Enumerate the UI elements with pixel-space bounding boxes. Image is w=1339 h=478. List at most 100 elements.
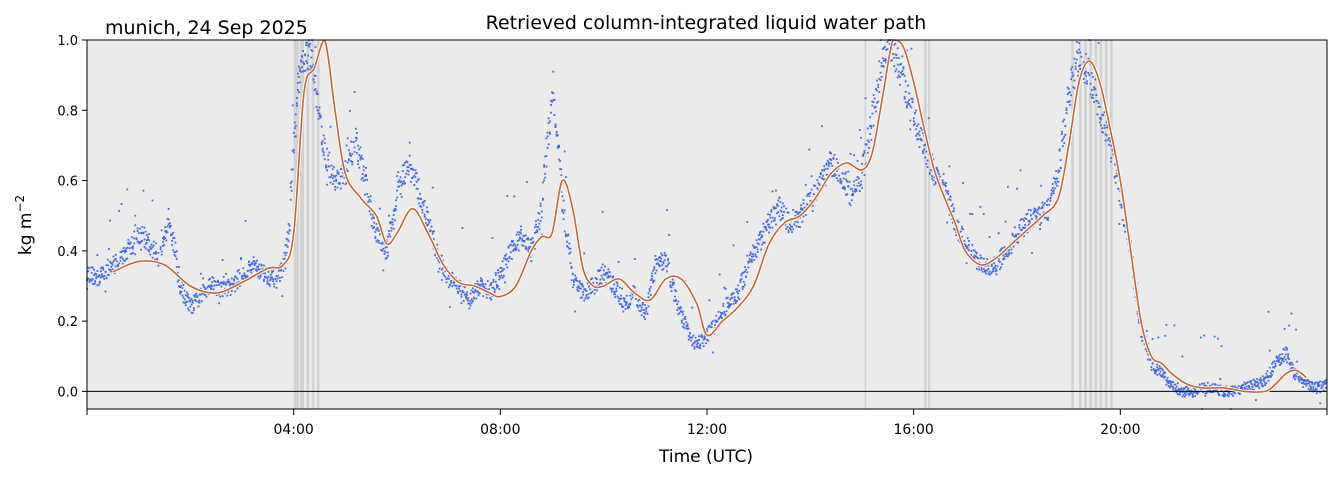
raw-point <box>558 158 560 161</box>
raw-point <box>287 223 290 225</box>
raw-point <box>163 238 165 241</box>
raw-point <box>489 297 491 299</box>
raw-point <box>994 267 997 270</box>
raw-point <box>794 214 797 217</box>
raw-point <box>490 298 493 301</box>
raw-point <box>801 207 804 210</box>
raw-point <box>703 337 706 340</box>
raw-point <box>330 173 333 176</box>
raw-point <box>183 302 186 304</box>
raw-point <box>453 284 456 286</box>
raw-point <box>329 125 332 128</box>
raw-point <box>267 283 270 285</box>
raw-point <box>968 240 970 242</box>
raw-point <box>645 307 648 309</box>
raw-point <box>689 336 691 339</box>
raw-point <box>1050 189 1053 191</box>
raw-point <box>443 274 446 277</box>
raw-point <box>1271 370 1273 372</box>
raw-point <box>445 278 448 280</box>
raw-point <box>1303 383 1305 385</box>
raw-point <box>1280 362 1283 365</box>
raw-point <box>335 174 338 177</box>
raw-point <box>319 116 322 119</box>
raw-point <box>229 285 232 288</box>
raw-point <box>442 272 444 275</box>
raw-point <box>178 279 180 281</box>
raw-point <box>391 221 394 224</box>
raw-point <box>100 276 102 279</box>
raw-point <box>323 158 326 161</box>
raw-point <box>1265 382 1268 385</box>
raw-point <box>405 172 408 175</box>
raw-point <box>656 258 659 261</box>
raw-point <box>437 259 440 262</box>
raw-point <box>159 248 162 250</box>
raw-point <box>963 240 966 242</box>
raw-point <box>1188 389 1191 392</box>
raw-point <box>627 305 629 308</box>
raw-point <box>566 240 568 243</box>
raw-point <box>521 244 524 247</box>
raw-point <box>283 252 286 254</box>
raw-point <box>1180 387 1183 390</box>
raw-point <box>326 147 328 150</box>
raw-point <box>1078 65 1080 67</box>
raw-point <box>852 193 854 195</box>
raw-point <box>672 281 675 284</box>
raw-point <box>1321 385 1324 388</box>
raw-point <box>954 228 956 231</box>
raw-point <box>964 244 967 246</box>
raw-point <box>663 254 666 257</box>
raw-point <box>1170 381 1172 384</box>
raw-point <box>647 305 650 308</box>
raw-point <box>1271 362 1273 365</box>
raw-point <box>1185 386 1187 389</box>
raw-point <box>917 138 920 140</box>
raw-point <box>578 280 581 282</box>
raw-point <box>792 228 795 231</box>
raw-point <box>847 170 850 173</box>
raw-point <box>711 351 714 354</box>
raw-point <box>782 202 784 205</box>
raw-point <box>1073 57 1076 60</box>
raw-point <box>263 280 265 282</box>
raw-point <box>419 193 421 195</box>
raw-point <box>885 61 888 64</box>
raw-point <box>156 259 158 262</box>
raw-point <box>864 143 867 146</box>
raw-point <box>114 253 117 256</box>
raw-point <box>848 202 851 205</box>
raw-point <box>250 263 253 265</box>
raw-point <box>1322 381 1325 383</box>
raw-point <box>252 256 255 259</box>
raw-point <box>349 154 351 156</box>
raw-point <box>500 270 503 273</box>
raw-point <box>706 338 708 341</box>
raw-point <box>651 272 653 275</box>
raw-point <box>390 229 393 232</box>
raw-point <box>576 286 579 289</box>
raw-point <box>469 304 472 307</box>
raw-point <box>813 184 815 187</box>
raw-point <box>1282 360 1285 363</box>
raw-point <box>465 293 467 295</box>
raw-point <box>723 313 726 315</box>
raw-point <box>248 261 250 263</box>
raw-point <box>1217 384 1219 387</box>
raw-point <box>596 289 598 292</box>
raw-point <box>602 279 605 281</box>
raw-point <box>1011 233 1014 235</box>
raw-point <box>183 298 186 301</box>
raw-point <box>997 260 1000 262</box>
raw-point <box>174 241 177 244</box>
raw-point <box>343 176 346 179</box>
raw-point <box>736 290 738 293</box>
raw-point <box>710 321 713 324</box>
raw-point <box>677 306 680 309</box>
raw-point <box>403 183 405 185</box>
raw-point <box>880 76 883 78</box>
raw-point <box>505 263 508 266</box>
raw-point <box>320 141 323 144</box>
raw-point <box>1264 381 1266 384</box>
